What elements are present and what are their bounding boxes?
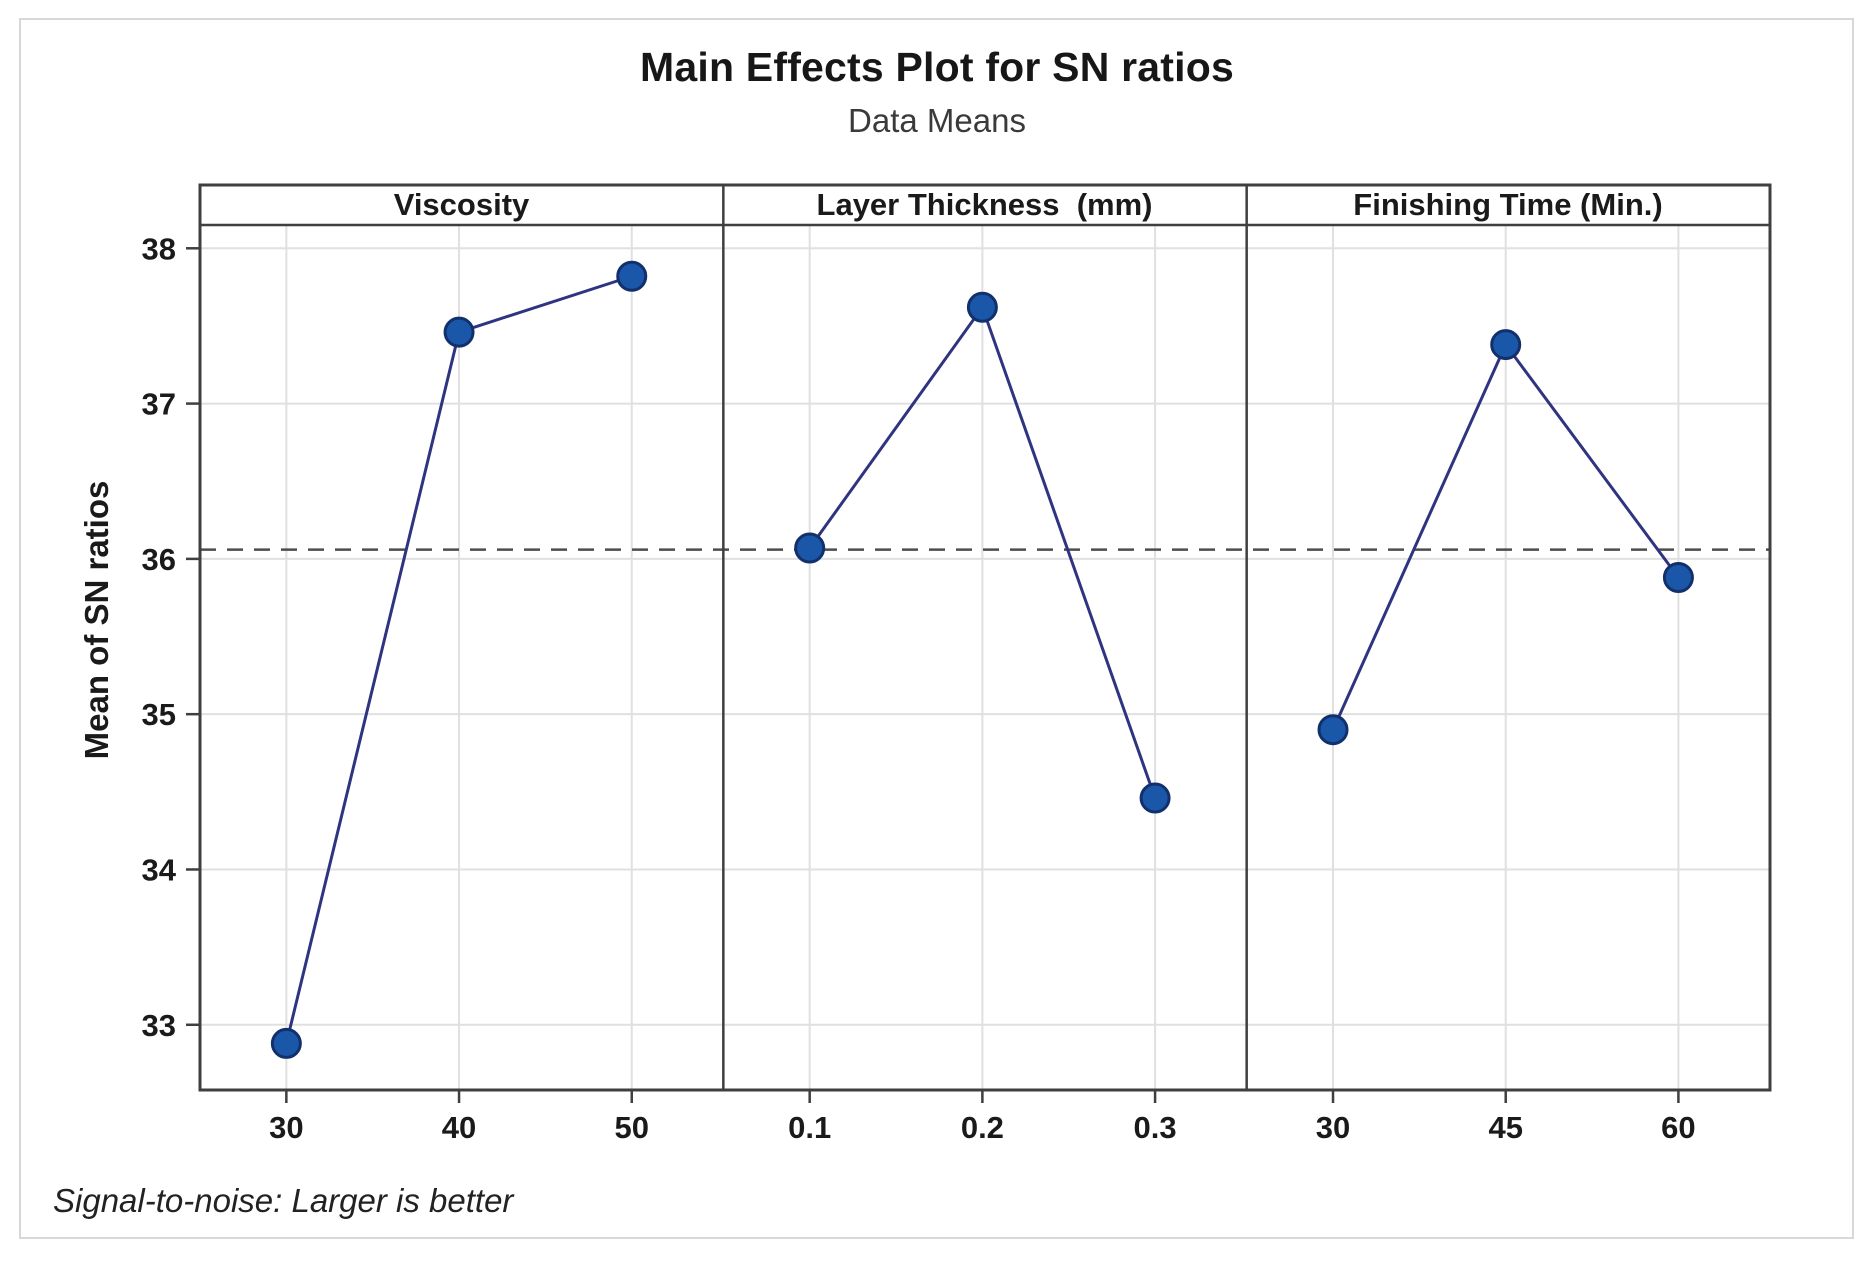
figure-card <box>19 18 1854 1239</box>
data-point-1-1 <box>966 291 998 323</box>
data-point-2-2 <box>1662 562 1694 594</box>
chart-title: Main Effects Plot for SN ratios <box>640 44 1234 90</box>
panel-header-viscosity: Viscosity <box>393 187 530 222</box>
y-tick-label-36: 36 <box>142 542 176 577</box>
data-point-0-2 <box>616 260 648 292</box>
y-axis-title: Mean of SN ratios <box>78 480 115 760</box>
chart-subtitle: Data Means <box>848 102 1026 139</box>
panel-header-finishing-time: Finishing Time (Min.) <box>1353 187 1663 222</box>
x-tick-label-0.1: 0.1 <box>788 1110 831 1145</box>
x-tick-label-60: 60 <box>1661 1110 1695 1145</box>
data-point-1-0 <box>794 532 826 564</box>
x-tick-label-0.3: 0.3 <box>1134 1110 1177 1145</box>
x-tick-label-30: 30 <box>1316 1110 1350 1145</box>
y-tick-label-35: 35 <box>142 697 176 732</box>
data-point-2-0 <box>1317 714 1349 746</box>
x-tick-label-45: 45 <box>1488 1110 1522 1145</box>
x-tick-label-50: 50 <box>615 1110 649 1145</box>
data-point-2-1 <box>1490 329 1522 361</box>
y-tick-label-37: 37 <box>142 387 176 422</box>
data-point-1-2 <box>1139 782 1171 814</box>
y-tick-label-38: 38 <box>142 231 176 266</box>
panel-header-layer-thickness: Layer Thickness (mm) <box>816 187 1153 222</box>
footer-note: Signal-to-noise: Larger is better <box>53 1182 514 1219</box>
x-tick-label-0.2: 0.2 <box>961 1110 1004 1145</box>
plot-frame <box>198 183 1772 1092</box>
data-point-0-0 <box>270 1027 302 1059</box>
x-tick-label-30: 30 <box>269 1110 303 1145</box>
data-point-0-1 <box>443 316 475 348</box>
y-tick-label-34: 34 <box>142 852 177 887</box>
x-tick-label-40: 40 <box>442 1110 476 1145</box>
y-tick-label-33: 33 <box>142 1008 176 1043</box>
